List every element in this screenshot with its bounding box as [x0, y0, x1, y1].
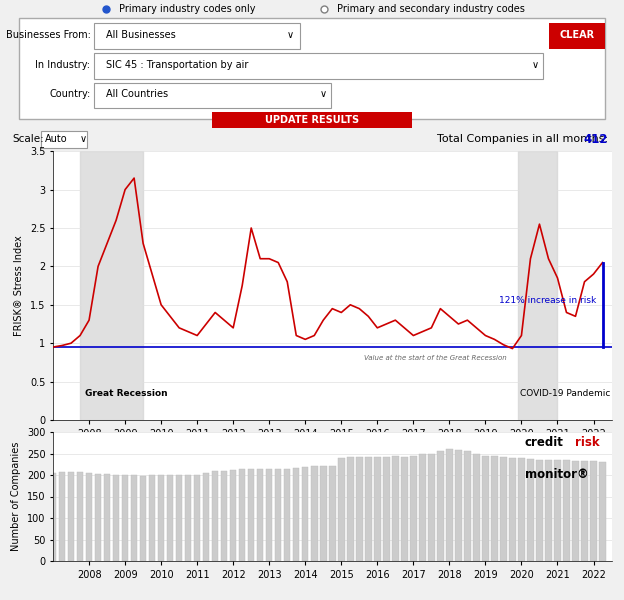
FancyBboxPatch shape	[549, 23, 605, 49]
Bar	[446, 449, 452, 561]
Bar	[239, 469, 245, 561]
FancyBboxPatch shape	[41, 131, 87, 148]
Text: Value at the start of the Great Recession: Value at the start of the Great Recessio…	[364, 355, 507, 361]
Bar	[104, 474, 110, 561]
Bar	[599, 462, 606, 561]
Bar	[401, 457, 407, 561]
Bar	[158, 475, 164, 561]
Bar	[563, 460, 570, 561]
Bar	[482, 455, 489, 561]
FancyBboxPatch shape	[94, 83, 331, 109]
Bar	[581, 461, 588, 561]
Text: All Businesses: All Businesses	[106, 30, 176, 40]
Bar	[428, 454, 434, 561]
Bar	[167, 475, 173, 561]
Bar	[545, 460, 552, 561]
Bar	[518, 458, 525, 561]
Text: All Countries: All Countries	[106, 89, 168, 99]
FancyBboxPatch shape	[94, 53, 543, 79]
Bar	[590, 461, 597, 561]
Bar	[185, 475, 192, 561]
Bar	[275, 469, 281, 561]
Bar	[221, 470, 227, 561]
FancyBboxPatch shape	[94, 23, 300, 49]
Bar	[131, 475, 137, 561]
Bar	[356, 457, 363, 561]
Bar	[257, 469, 263, 561]
Bar	[149, 475, 155, 561]
Bar	[311, 466, 318, 561]
Bar	[527, 458, 534, 561]
Text: monitor®: monitor®	[525, 468, 588, 481]
Bar	[284, 469, 291, 561]
Bar	[491, 455, 498, 561]
Text: 121% increase in risk: 121% increase in risk	[499, 296, 596, 305]
Bar	[464, 451, 470, 561]
Bar	[248, 469, 255, 561]
Bar	[572, 461, 578, 561]
Text: In Industry:: In Industry:	[36, 59, 90, 70]
Text: Primary industry codes only: Primary industry codes only	[119, 4, 255, 14]
Bar	[509, 458, 515, 561]
Text: UPDATE RESULTS: UPDATE RESULTS	[265, 115, 359, 125]
Bar	[176, 475, 182, 561]
Text: COVID-19 Pandemic: COVID-19 Pandemic	[520, 389, 610, 398]
Bar	[365, 457, 371, 561]
Y-axis label: Number of Companies: Number of Companies	[11, 442, 21, 551]
Text: Businesses From:: Businesses From:	[6, 30, 90, 40]
Bar	[329, 466, 336, 561]
Bar	[68, 472, 74, 561]
Bar	[77, 472, 84, 561]
Bar	[320, 466, 326, 561]
Bar	[80, 151, 143, 420]
Bar	[302, 467, 308, 561]
FancyBboxPatch shape	[212, 112, 412, 128]
Bar	[473, 454, 480, 561]
Bar	[95, 474, 101, 561]
Bar	[374, 457, 381, 561]
Bar	[203, 473, 210, 561]
Text: risk: risk	[575, 436, 600, 449]
Bar	[50, 473, 56, 561]
Text: ∨: ∨	[286, 30, 294, 40]
Bar	[230, 470, 236, 561]
Bar	[347, 457, 354, 561]
Text: CLEAR: CLEAR	[560, 30, 595, 40]
Bar	[518, 151, 557, 420]
Bar	[86, 473, 92, 561]
Bar	[455, 450, 462, 561]
Text: Great Recession: Great Recession	[85, 389, 168, 398]
Bar	[437, 451, 444, 561]
Text: Primary and secondary industry codes: Primary and secondary industry codes	[337, 4, 525, 14]
Bar	[113, 475, 119, 561]
Bar	[419, 454, 426, 561]
Bar	[410, 455, 417, 561]
Bar	[338, 458, 344, 561]
Bar	[554, 460, 561, 561]
FancyBboxPatch shape	[19, 18, 605, 119]
Text: Total Companies in all months:: Total Companies in all months:	[437, 134, 608, 145]
Bar	[500, 457, 507, 561]
Bar	[122, 475, 129, 561]
Text: ∨: ∨	[80, 134, 87, 145]
Bar	[392, 456, 399, 561]
Text: Auto: Auto	[45, 134, 67, 145]
Text: 412: 412	[584, 133, 608, 146]
Bar	[266, 469, 273, 561]
Bar	[140, 476, 147, 561]
Y-axis label: FRISK® Stress Index: FRISK® Stress Index	[14, 235, 24, 336]
Bar	[536, 460, 543, 561]
Text: SIC 45 : Transportation by air: SIC 45 : Transportation by air	[106, 59, 248, 70]
Bar	[59, 472, 66, 561]
Text: ∨: ∨	[532, 59, 539, 70]
Bar	[293, 467, 300, 561]
Text: Scale:: Scale:	[12, 134, 44, 145]
Text: Country:: Country:	[49, 89, 90, 99]
Text: credit: credit	[525, 436, 564, 449]
Bar	[383, 457, 389, 561]
Text: ∨: ∨	[319, 89, 327, 99]
Bar	[212, 470, 218, 561]
Bar	[194, 475, 200, 561]
